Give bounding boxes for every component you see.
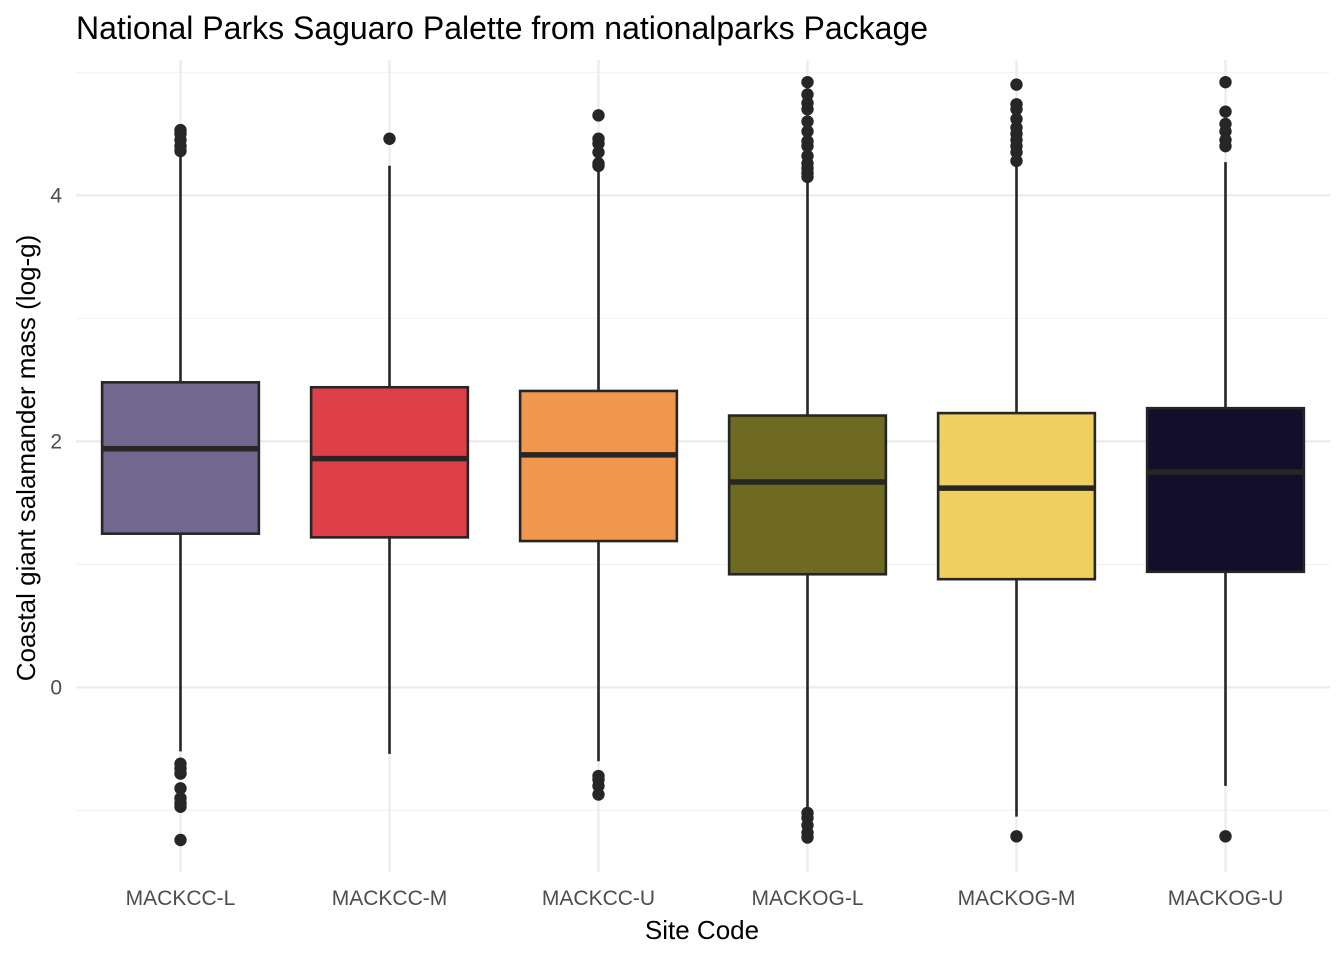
- y-tick-label: 0: [50, 676, 62, 699]
- x-tick-label: MACKCC-M: [332, 887, 448, 910]
- box-body: [100, 381, 261, 535]
- box-mackog-m: [936, 78, 1097, 843]
- outlier-point: [1010, 154, 1023, 168]
- outlier-point: [592, 788, 605, 801]
- outlier-point: [383, 132, 396, 145]
- x-axis-title: Site Code: [645, 915, 759, 945]
- box-body: [518, 389, 679, 543]
- outlier-point: [592, 146, 605, 159]
- y-axis-title: Coastal giant salamander mass (log-g): [11, 235, 41, 682]
- outlier-point: [801, 170, 814, 184]
- x-tick-label: MACKOG-U: [1168, 887, 1284, 910]
- grid-layer: [76, 60, 1330, 872]
- box-mackog-l: [727, 75, 888, 844]
- box-layer: [100, 75, 1306, 847]
- x-tick-label: MACKCC-U: [542, 887, 655, 910]
- y-tick-labels: 0 2 4: [50, 184, 62, 699]
- outlier-point: [1010, 103, 1023, 116]
- box-body: [727, 414, 888, 576]
- x-tick-label: MACKOG-L: [751, 887, 863, 910]
- outlier-point: [1010, 112, 1023, 126]
- outlier-point: [592, 137, 605, 150]
- outlier-point: [174, 767, 187, 780]
- x-tick-label: MACKOG-M: [958, 887, 1076, 910]
- box-mackog-u: [1145, 75, 1306, 843]
- outlier-point: [592, 159, 605, 173]
- outlier-point: [1219, 125, 1232, 138]
- x-tick-label: MACKCC-L: [126, 887, 236, 910]
- box-body: [309, 385, 470, 539]
- x-tick-labels: MACKCC-L MACKCC-M MACKCC-U MACKOG-L MACKOG-M…: [126, 887, 1284, 910]
- outlier-point: [801, 125, 814, 138]
- box-body: [1145, 406, 1306, 574]
- outlier-point: [174, 782, 187, 795]
- outlier-point: [1010, 146, 1023, 159]
- outlier-point: [174, 833, 187, 847]
- outlier-point: [1010, 830, 1023, 843]
- y-tick-label: 2: [50, 430, 62, 453]
- y-tick-label: 4: [50, 184, 62, 207]
- chart-title: National Parks Saguaro Palette from nati…: [76, 10, 928, 46]
- box-mackcc-m: [309, 132, 470, 754]
- outlier-point: [801, 831, 814, 844]
- outlier-point: [801, 103, 814, 116]
- box-mackcc-u: [518, 109, 679, 801]
- outlier-point: [801, 88, 814, 101]
- outlier-point: [174, 800, 187, 813]
- outlier-point: [592, 109, 605, 122]
- outlier-point: [592, 779, 605, 793]
- outlier-point: [801, 75, 814, 89]
- outlier-point: [174, 144, 187, 158]
- outlier-point: [1219, 75, 1232, 89]
- outlier-point: [1219, 105, 1232, 118]
- outlier-point: [801, 139, 814, 153]
- box-mackcc-l: [100, 123, 261, 847]
- outlier-point: [1219, 830, 1232, 843]
- outlier-point: [1219, 139, 1232, 153]
- outlier-point: [1010, 78, 1023, 91]
- box-body: [936, 411, 1097, 581]
- outlier-point: [801, 115, 814, 128]
